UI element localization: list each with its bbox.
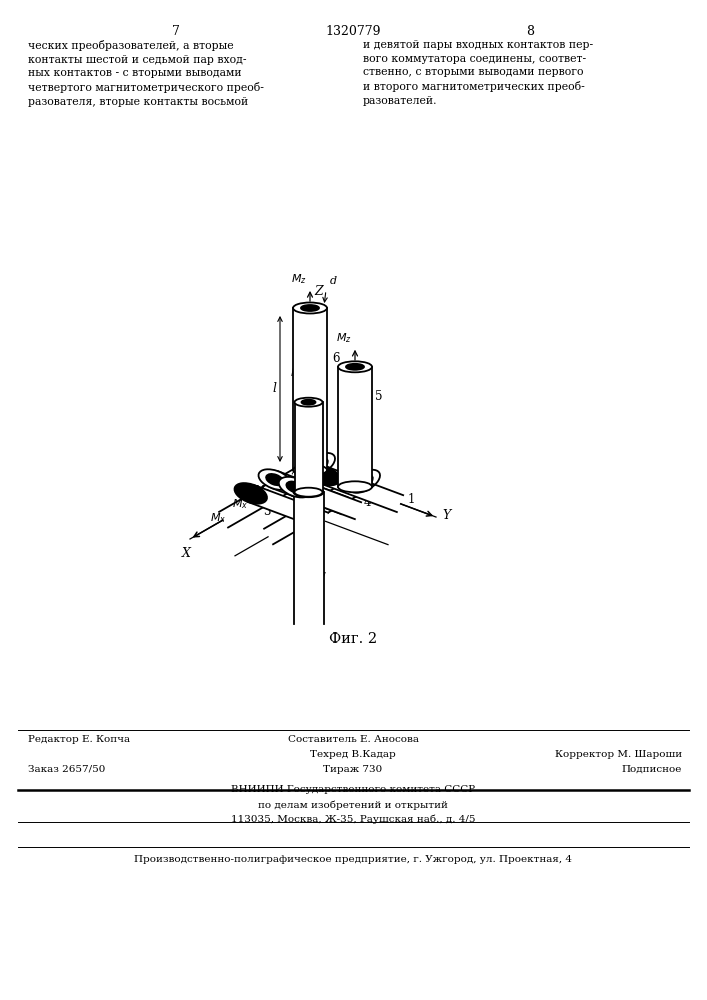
- Text: l: l: [272, 382, 276, 395]
- Text: $M_z$: $M_z$: [291, 272, 307, 286]
- Text: $M_z$: $M_z$: [290, 366, 305, 380]
- Text: Техред В.Кадар: Техред В.Кадар: [310, 750, 396, 759]
- Text: Тираж 730: Тираж 730: [323, 765, 382, 774]
- Text: 113035, Москва, Ж-35, Раушская наб., д. 4/5: 113035, Москва, Ж-35, Раушская наб., д. …: [230, 815, 475, 824]
- Polygon shape: [247, 485, 328, 530]
- Polygon shape: [320, 467, 403, 512]
- Text: 1: 1: [408, 493, 416, 506]
- Text: 7: 7: [318, 572, 326, 585]
- Ellipse shape: [301, 305, 319, 311]
- Text: 2: 2: [290, 472, 297, 485]
- Text: Y: Y: [442, 509, 450, 522]
- Text: 4: 4: [364, 496, 371, 509]
- Text: 5: 5: [375, 390, 382, 403]
- Bar: [295, 402, 322, 492]
- Text: $M_x$: $M_x$: [211, 511, 227, 525]
- Text: 1320779: 1320779: [325, 25, 381, 38]
- Text: 8: 8: [526, 25, 534, 38]
- Ellipse shape: [266, 474, 284, 485]
- Text: Фиг. 2: Фиг. 2: [329, 632, 377, 646]
- Ellipse shape: [293, 464, 327, 476]
- Text: $M_x$: $M_x$: [255, 484, 271, 497]
- Ellipse shape: [279, 477, 311, 497]
- Text: 3: 3: [263, 505, 270, 518]
- Ellipse shape: [295, 488, 322, 497]
- Text: Редактор Е. Копча: Редактор Е. Копча: [28, 735, 130, 744]
- Ellipse shape: [301, 400, 315, 405]
- Ellipse shape: [293, 302, 327, 314]
- Ellipse shape: [293, 487, 324, 497]
- Text: 7: 7: [172, 25, 180, 38]
- Ellipse shape: [346, 364, 364, 370]
- Ellipse shape: [300, 490, 317, 495]
- Ellipse shape: [235, 483, 267, 504]
- Text: ВНИИПИ Государственного комитета СССР: ВНИИПИ Государственного комитета СССР: [231, 785, 475, 794]
- Bar: [338, 367, 372, 487]
- Ellipse shape: [259, 469, 291, 490]
- Ellipse shape: [295, 398, 322, 407]
- Text: Составитель Е. Аносова: Составитель Е. Аносова: [288, 735, 419, 744]
- Bar: [293, 308, 327, 470]
- Polygon shape: [292, 479, 361, 519]
- Text: 6: 6: [332, 352, 339, 364]
- Polygon shape: [219, 457, 324, 527]
- Polygon shape: [264, 473, 369, 544]
- Ellipse shape: [349, 470, 380, 493]
- Ellipse shape: [308, 465, 340, 485]
- Text: по делам изобретений и открытий: по делам изобретений и открытий: [258, 800, 448, 810]
- Text: и девятой пары входных контактов пер-
вого коммутатора соединены, соответ-
ствен: и девятой пары входных контактов пер- во…: [363, 40, 593, 106]
- Text: Z: Z: [314, 285, 322, 298]
- Ellipse shape: [356, 475, 373, 488]
- Text: X: X: [182, 547, 190, 560]
- Ellipse shape: [304, 453, 335, 476]
- Text: $M_x$: $M_x$: [315, 495, 332, 509]
- Text: Производственно-полиграфическое предприятие, г. Ужгород, ул. Проектная, 4: Производственно-полиграфическое предприя…: [134, 855, 572, 864]
- Text: Корректор М. Шароши: Корректор М. Шароши: [555, 750, 682, 759]
- Ellipse shape: [311, 458, 328, 471]
- Text: $M_z$: $M_z$: [337, 331, 352, 345]
- Ellipse shape: [338, 481, 372, 492]
- Ellipse shape: [286, 482, 303, 493]
- Bar: [293, 492, 324, 624]
- Text: ческих преобразователей, а вторые
контакты шестой и седьмой пар вход-
ных контак: ческих преобразователей, а вторые контак…: [28, 40, 264, 107]
- Polygon shape: [271, 471, 348, 514]
- Text: d: d: [330, 276, 337, 286]
- Text: $M_x$: $M_x$: [233, 497, 249, 511]
- Ellipse shape: [338, 361, 372, 372]
- Text: Заказ 2657/50: Заказ 2657/50: [28, 765, 105, 774]
- Text: Подписное: Подписное: [621, 765, 682, 774]
